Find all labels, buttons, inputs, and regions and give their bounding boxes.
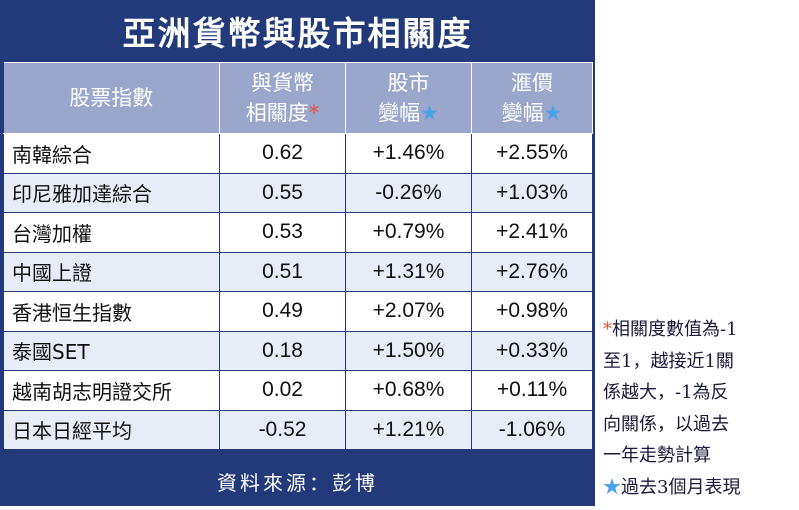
table-title: 亞洲貨幣與股市相關度 [122,14,473,53]
header-stock-change-line1: 股市 [387,71,430,95]
cell-fx-change: +2.55% [471,133,593,174]
header-fx-change: 滙價 變幅★ [471,62,593,134]
header-stock-index: 股票指數 [3,62,220,134]
cell-fx-change: -1.06% [471,409,593,450]
cell-index-name: 台灣加權 [3,212,220,253]
red-asterisk-icon: * [308,101,320,125]
header-stock-change: 股市 變幅★ [345,62,472,134]
cell-correlation: 0.62 [219,133,346,174]
table-row: 香港恒生指數 0.49 +2.07% +0.98% [3,291,593,332]
cell-stock-change: +1.46% [345,133,472,174]
cell-index-name: 南韓綜合 [3,133,220,174]
cell-fx-change: +0.33% [471,330,593,371]
header-fx-change-line2: 變幅 [501,101,544,125]
cell-stock-change: +0.79% [345,212,472,253]
cell-correlation: 0.51 [219,251,346,292]
cell-correlation: -0.52 [219,409,346,450]
cell-stock-change: +0.68% [345,370,472,411]
cell-stock-change: +2.07% [345,291,472,332]
header-stock-change-line2: 變幅 [378,101,421,125]
cell-fx-change: +0.98% [471,291,593,332]
table-row: 南韓綜合 0.62 +1.46% +2.55% [3,133,593,174]
table-row: 印尼雅加達綜合 0.55 -0.26% +1.03% [3,172,593,213]
cell-stock-change: +1.31% [345,251,472,292]
cell-index-name: 日本日經平均 [3,409,220,450]
footnote-period: ★過去3個月表現 [603,472,799,504]
source-caption: 資料來源：彭博 [217,470,378,495]
header-row: 股票指數 與貨幣 相關度* 股市 變幅★ 滙價 變幅★ [3,62,593,134]
cell-correlation: 0.49 [219,291,346,332]
header-fx-change-line1: 滙價 [511,71,553,95]
table-row: 台灣加權 0.53 +0.79% +2.41% [3,212,593,253]
footnote-line: 相關度數值為-1 [612,319,738,340]
cell-index-name: 香港恒生指數 [3,291,220,332]
cell-correlation: 0.53 [219,212,346,253]
cell-index-name: 印尼雅加達綜合 [3,172,220,213]
red-asterisk-icon: * [603,319,612,340]
table-row: 日本日經平均 -0.52 +1.21% -1.06% [3,409,593,450]
cell-index-name: 越南胡志明證交所 [3,370,220,411]
blue-star-icon: ★ [420,101,439,125]
cell-correlation: 0.55 [219,172,346,213]
header-correlation: 與貨幣 相關度* [219,62,346,134]
table-row: 泰國SET 0.18 +1.50% +0.33% [3,330,593,371]
blue-star-icon: ★ [543,101,563,125]
footnote-line: 係越大，-1為反 [603,382,729,403]
table-row: 中國上證 0.51 +1.31% +2.76% [3,251,593,292]
cell-stock-change: +1.21% [345,409,472,450]
footnote-line: 向關係，以過去 [603,413,729,435]
table-row: 越南胡志明證交所 0.02 +0.68% +0.11% [3,370,593,411]
cell-correlation: 0.18 [219,330,346,371]
blue-star-icon: ★ [603,476,621,498]
cell-stock-change: -0.26% [345,172,472,213]
footnotes: *相關度數值為-1 至1，越接近1關 係越大，-1為反 向關係，以過去 一年走勢… [603,314,799,503]
cell-fx-change: +1.03% [471,172,593,213]
footnote-period-text: 過去3個月表現 [621,476,741,498]
footnote-line: 一年走勢計算 [603,445,711,466]
cell-fx-change: +0.11% [471,370,593,411]
table-card: 亞洲貨幣與股市相關度 股票指數 與貨幣 相關度* 股市 變幅★ 滙價 [0,0,595,506]
cell-index-name: 泰國SET [3,330,220,371]
cell-correlation: 0.02 [219,370,346,411]
header-correlation-line1: 與貨幣 [251,71,314,95]
cell-fx-change: +2.41% [471,212,593,253]
data-table: 股票指數 與貨幣 相關度* 股市 變幅★ 滙價 變幅★ [3,62,593,450]
header-correlation-line2: 相關度 [245,101,309,125]
cell-stock-change: +1.50% [345,330,472,371]
cell-fx-change: +2.76% [471,251,593,292]
cell-index-name: 中國上證 [3,251,220,292]
footnote-line: 至1，越接近1關 [603,350,734,372]
footnote-correlation: *相關度數值為-1 [603,314,799,346]
